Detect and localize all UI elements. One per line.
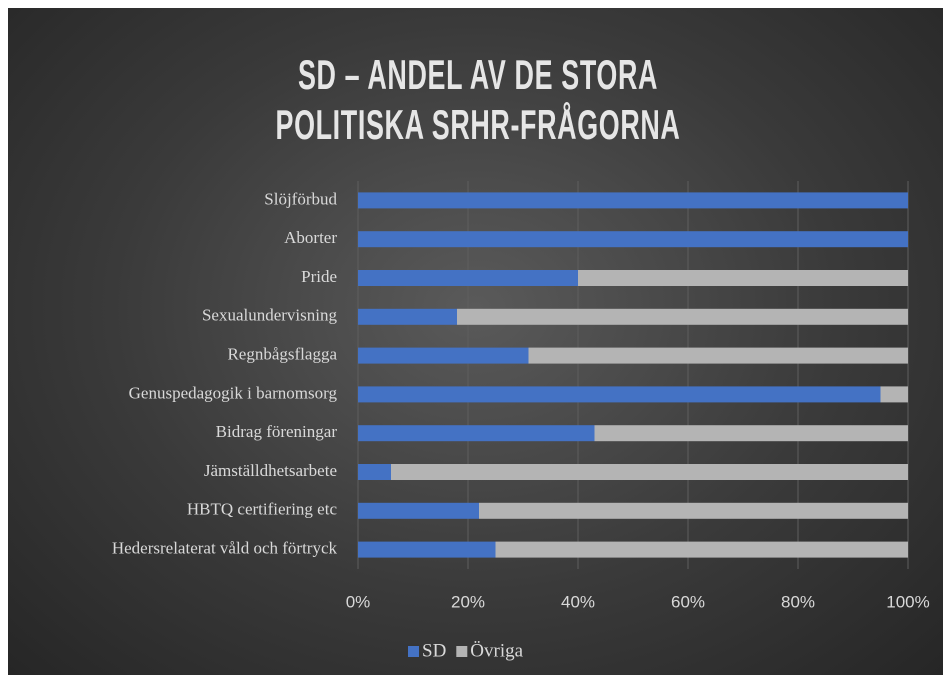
bar-segment xyxy=(358,502,479,519)
x-tick-label: 80% xyxy=(781,592,815,611)
category-label: Jämställdhetsarbete xyxy=(204,461,337,480)
legend-swatch xyxy=(456,646,468,657)
x-tick-label: 40% xyxy=(561,592,595,611)
bar-segment xyxy=(391,464,908,480)
chart-background xyxy=(8,8,943,675)
bar-segment xyxy=(358,308,457,325)
bar-segment xyxy=(358,464,391,480)
x-tick-label: 60% xyxy=(671,592,705,611)
x-tick-label: 100% xyxy=(886,592,929,611)
chart-title: SD – ANDEL AV DE STORA POLITISKA SRHR-FR… xyxy=(275,51,681,148)
legend-swatch xyxy=(408,646,419,657)
bar-segment xyxy=(358,541,496,558)
bar-segment xyxy=(358,192,908,209)
bar-segment xyxy=(457,308,908,325)
category-label: Hedersrelaterat våld och förtryck xyxy=(112,539,338,558)
bar-segment xyxy=(528,347,908,364)
bar-segment xyxy=(594,425,908,442)
bar-segment xyxy=(479,502,908,519)
bar-segment xyxy=(358,347,529,364)
legend-label: SD xyxy=(422,640,446,661)
category-label: Sexualundervisning xyxy=(202,306,338,325)
bar-segment xyxy=(495,541,908,558)
category-label: Bidrag föreningar xyxy=(216,422,338,441)
bar-segment xyxy=(880,386,908,403)
x-tick-label: 20% xyxy=(451,592,485,611)
bar-segment xyxy=(358,386,881,403)
bar-segment xyxy=(578,270,908,286)
legend-label: Övriga xyxy=(470,640,523,661)
x-tick-label: 0% xyxy=(346,592,371,611)
bar-segment xyxy=(358,231,908,248)
category-label: Slöjförbud xyxy=(264,189,337,208)
category-label: HBTQ certifiering etc xyxy=(187,500,338,519)
category-label: Pride xyxy=(301,267,337,286)
bar-segment xyxy=(358,425,595,442)
category-label: Aborter xyxy=(284,228,337,247)
category-label: Genuspedagogik i barnomsorg xyxy=(129,383,338,402)
category-label: Regnbågsflagga xyxy=(227,345,337,364)
bar-segment xyxy=(358,270,578,286)
